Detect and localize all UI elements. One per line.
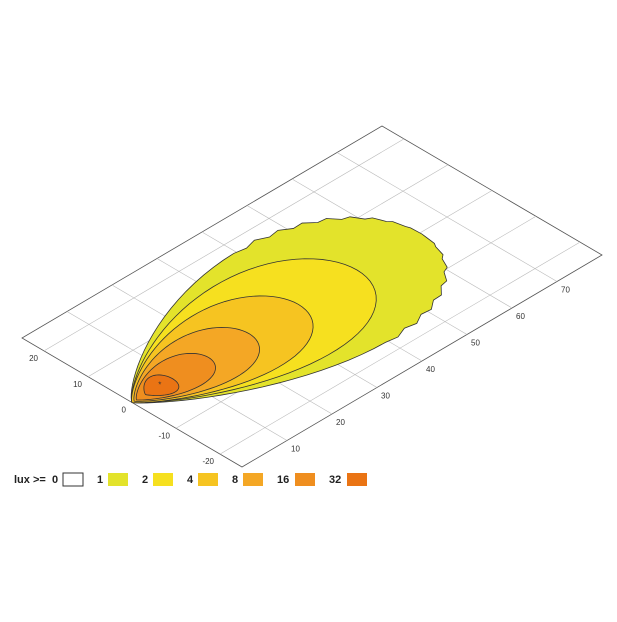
legend-level: 4 xyxy=(187,474,194,486)
distance-tick-label: 20 xyxy=(336,418,345,427)
distance-tick-label: 40 xyxy=(426,365,435,374)
plane-border xyxy=(21,125,603,468)
legend-swatch xyxy=(295,473,315,486)
legend-level: 16 xyxy=(277,474,289,486)
legend-swatch xyxy=(62,472,84,487)
legend-level: 32 xyxy=(329,474,341,486)
legend-swatch xyxy=(153,473,173,486)
legend-level: 2 xyxy=(142,474,148,486)
lateral-tick-label: 20 xyxy=(29,354,38,363)
grid-line xyxy=(43,138,405,352)
legend-label: lux >= xyxy=(14,474,46,486)
lateral-tick-label: 10 xyxy=(73,380,82,389)
legend-level: 1 xyxy=(97,474,103,486)
distance-tick-label: 50 xyxy=(471,339,480,348)
distance-tick-label: 70 xyxy=(561,286,570,295)
plane: * xyxy=(21,125,603,468)
legend-swatch xyxy=(347,473,367,486)
lateral-tick-label: -10 xyxy=(158,431,170,440)
contour xyxy=(143,374,180,396)
grid-line xyxy=(219,241,581,455)
distance-tick-label: 60 xyxy=(516,312,525,321)
distance-tick-label: 30 xyxy=(381,392,390,401)
legend-swatch xyxy=(243,473,263,486)
lateral-tick-label: -20 xyxy=(202,457,214,466)
distance-tick-label: 10 xyxy=(291,445,300,454)
legend-level: 8 xyxy=(232,474,238,486)
legend-level: 0 xyxy=(52,474,58,486)
legend-swatch xyxy=(108,473,128,486)
hotspot: * xyxy=(158,380,161,389)
lateral-tick-label: 0 xyxy=(122,406,127,415)
legend-swatch xyxy=(198,473,218,486)
